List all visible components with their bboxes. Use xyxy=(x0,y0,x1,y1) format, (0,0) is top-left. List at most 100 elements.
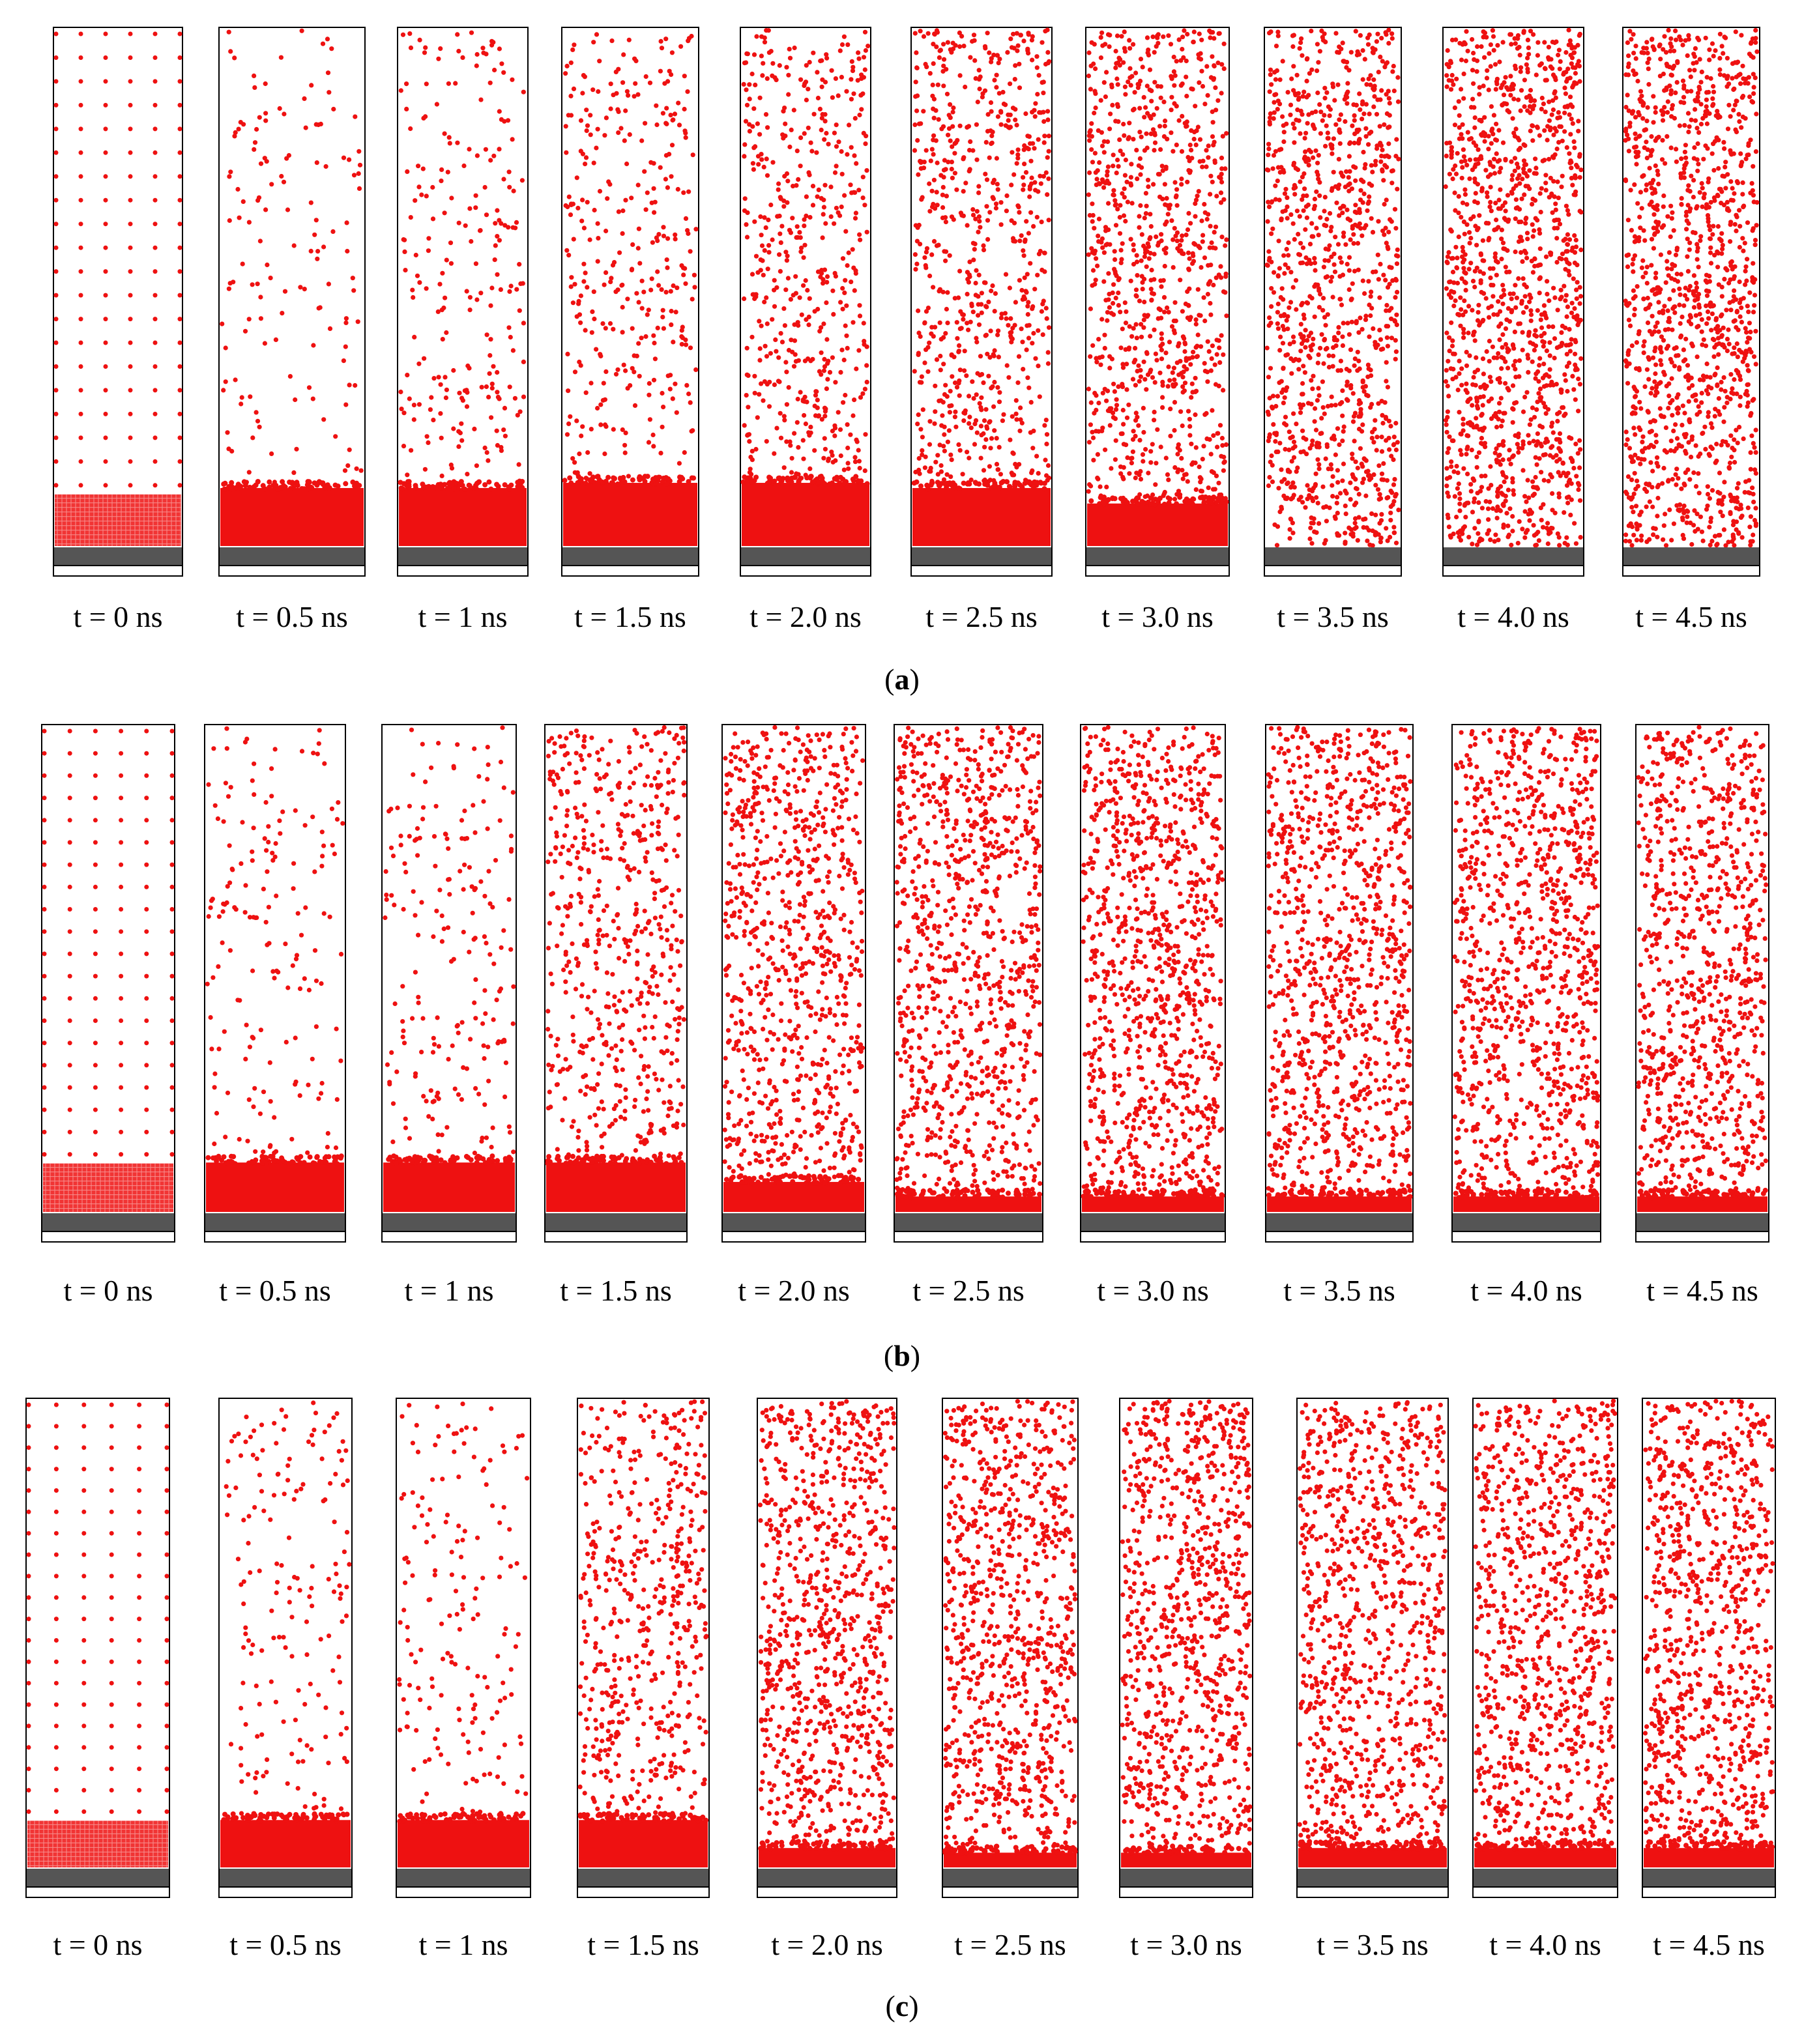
substrate xyxy=(723,1213,865,1231)
snapshot-b-6: t = 2.5 ns xyxy=(894,724,1043,1307)
panel-b: t = 0 ns t = 0.5 ns t = 1 ns t = 1.5 ns … xyxy=(41,724,1769,1372)
snapshot-c-5: t = 2.0 ns xyxy=(757,1398,897,1961)
atoms xyxy=(26,1402,169,1867)
atoms xyxy=(42,728,175,1212)
simulation-box xyxy=(910,27,1053,577)
snapshot-a-10: t = 4.5 ns xyxy=(1622,27,1760,633)
atoms xyxy=(1623,27,1760,548)
box-frame xyxy=(41,724,175,1243)
snapshot-label: t = 4.5 ns xyxy=(1646,1274,1758,1307)
snapshot-c-7: t = 3.0 ns xyxy=(1119,1398,1253,1961)
atoms xyxy=(545,725,687,1212)
atoms xyxy=(757,1399,897,1867)
box-frame xyxy=(53,27,183,577)
panel-caption-b: (b) xyxy=(884,1339,920,1372)
snapshot-b-7: t = 3.0 ns xyxy=(1080,724,1226,1307)
snapshot-b-4: t = 1.5 ns xyxy=(544,724,688,1307)
simulation-box xyxy=(1119,1398,1253,1898)
snapshot-label: t = 0.5 ns xyxy=(219,1274,331,1307)
snapshot-label: t = 1.5 ns xyxy=(587,1928,699,1961)
simulation-box xyxy=(41,724,175,1243)
simulation-box xyxy=(544,724,688,1243)
substrate xyxy=(943,1869,1077,1887)
snapshot-c-9: t = 4.0 ns xyxy=(1472,1398,1618,1961)
simulation-box xyxy=(1472,1398,1618,1898)
snapshot-b-8: t = 3.5 ns xyxy=(1265,724,1414,1307)
snapshot-label: t = 1 ns xyxy=(418,600,507,633)
snapshot-a-5: t = 2.0 ns xyxy=(740,27,871,633)
snapshot-label: t = 0 ns xyxy=(53,1928,142,1961)
snapshot-label: t = 4.0 ns xyxy=(1470,1274,1582,1307)
simulation-box xyxy=(397,27,529,577)
substrate xyxy=(1444,547,1583,566)
snapshot-label: t = 2.0 ns xyxy=(749,600,862,633)
substrate xyxy=(1120,1869,1252,1887)
simulation-box xyxy=(1642,1398,1776,1898)
atoms xyxy=(722,725,866,1212)
substrate xyxy=(54,547,182,566)
snapshot-c-8: t = 3.5 ns xyxy=(1296,1398,1449,1961)
substrate xyxy=(895,1213,1042,1231)
substrate xyxy=(398,547,527,566)
substrate xyxy=(1081,1213,1225,1231)
atoms xyxy=(1120,1398,1253,1867)
simulation-box xyxy=(218,1398,353,1898)
panel-a: t = 0 ns t = 0.5 ns t = 1 ns t = 1.5 ns … xyxy=(53,27,1760,696)
snapshot-b-2: t = 0.5 ns xyxy=(204,724,346,1307)
atoms xyxy=(1264,27,1401,548)
atoms xyxy=(1297,1400,1448,1867)
substrate xyxy=(42,1213,174,1231)
snapshot-label: t = 1 ns xyxy=(404,1274,493,1307)
substrate xyxy=(758,1869,896,1887)
substrate xyxy=(1266,1213,1412,1231)
snapshot-label: t = 4.0 ns xyxy=(1457,600,1569,633)
substrate xyxy=(205,1213,345,1231)
substrate xyxy=(397,1869,530,1887)
snapshot-label: t = 3.0 ns xyxy=(1097,1274,1209,1307)
substrate xyxy=(1637,1213,1768,1231)
simulation-box xyxy=(942,1398,1079,1898)
atoms xyxy=(1266,725,1413,1212)
snapshot-b-5: t = 2.0 ns xyxy=(721,724,866,1307)
atoms xyxy=(1452,726,1601,1212)
atoms xyxy=(1443,27,1584,548)
substrate xyxy=(1298,1869,1448,1887)
substrate xyxy=(1623,547,1759,566)
simulation-box xyxy=(1635,724,1769,1243)
simulation-box xyxy=(204,724,346,1243)
snapshot-label: t = 0.5 ns xyxy=(236,600,348,633)
substrate xyxy=(1474,1869,1617,1887)
simulation-box xyxy=(218,27,366,577)
simulation-box xyxy=(740,27,871,577)
caption-letter: b xyxy=(894,1339,910,1372)
simulation-box xyxy=(577,1398,710,1898)
atoms xyxy=(562,32,699,546)
substrate xyxy=(1265,547,1401,566)
simulation-box xyxy=(1622,27,1760,577)
snapshot-label: t = 0 ns xyxy=(73,600,162,633)
snapshot-c-1: t = 0 ns xyxy=(25,1398,170,1961)
atoms xyxy=(205,726,345,1212)
atoms xyxy=(740,28,871,546)
snapshot-label: t = 3.5 ns xyxy=(1283,1274,1395,1307)
snapshot-label: t = 1 ns xyxy=(418,1928,508,1961)
snapshot-a-6: t = 2.5 ns xyxy=(910,27,1053,633)
snapshot-label: t = 4.5 ns xyxy=(1635,600,1747,633)
snapshot-a-4: t = 1.5 ns xyxy=(561,27,699,633)
simulation-box xyxy=(1264,27,1402,577)
atoms xyxy=(894,725,1043,1212)
snapshot-label: t = 3.0 ns xyxy=(1101,600,1214,633)
snapshot-c-6: t = 2.5 ns xyxy=(942,1398,1079,1961)
simulation-box xyxy=(25,1398,170,1898)
simulation-box xyxy=(721,724,866,1243)
snapshot-label: t = 4.5 ns xyxy=(1653,1928,1765,1961)
atoms xyxy=(942,1399,1078,1867)
snapshot-c-2: t = 0.5 ns xyxy=(218,1398,353,1961)
snapshot-label: t = 1.5 ns xyxy=(574,600,686,633)
atoms xyxy=(577,1399,709,1867)
panel-c: t = 0 ns t = 0.5 ns t = 1 ns t = 1.5 ns … xyxy=(25,1398,1776,2022)
simulation-box xyxy=(1080,724,1226,1243)
simulation-box xyxy=(1265,724,1414,1243)
snapshot-label: t = 3.5 ns xyxy=(1317,1928,1429,1961)
